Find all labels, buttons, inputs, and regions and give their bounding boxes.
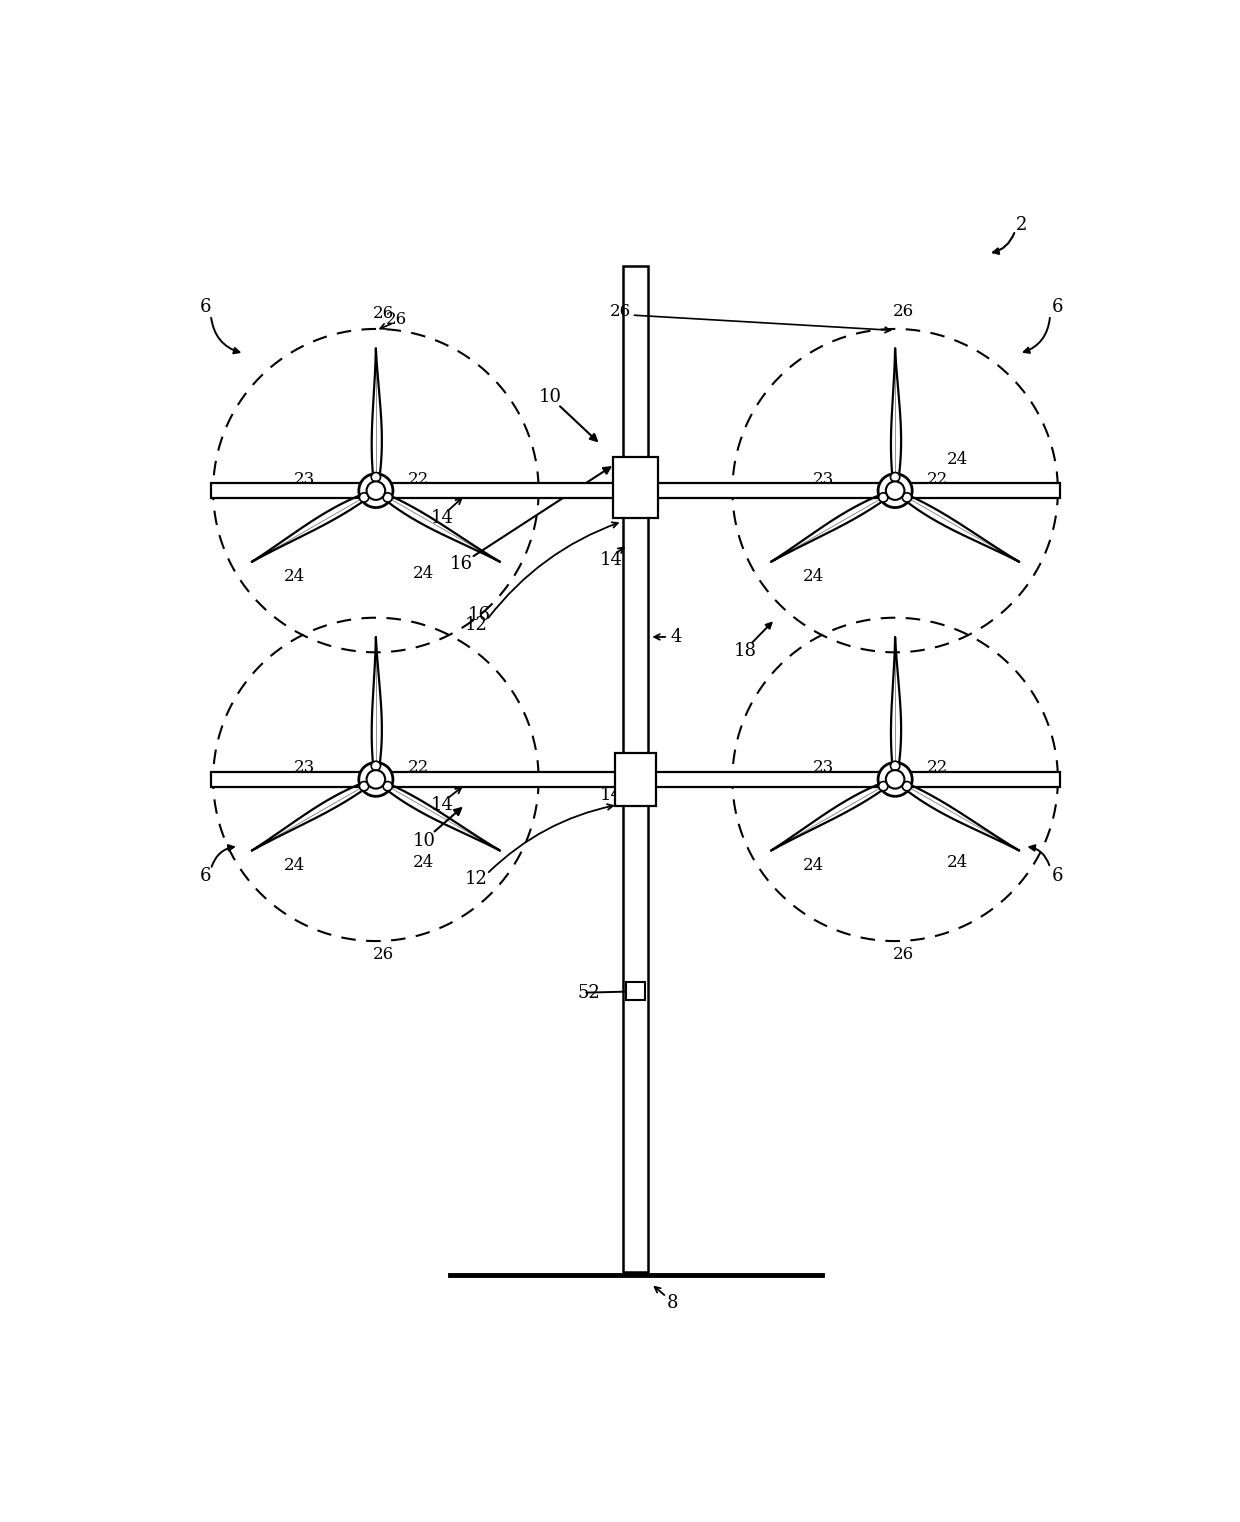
Polygon shape: [252, 490, 376, 562]
Circle shape: [890, 472, 900, 481]
Text: 18: 18: [734, 642, 758, 661]
Circle shape: [903, 493, 911, 502]
Polygon shape: [771, 490, 895, 562]
Circle shape: [358, 473, 393, 507]
Circle shape: [358, 763, 393, 796]
Text: 23: 23: [813, 759, 835, 776]
Text: 24: 24: [284, 568, 305, 586]
Text: 23: 23: [294, 470, 315, 487]
Text: 24: 24: [413, 854, 434, 871]
Text: 12: 12: [465, 616, 489, 635]
Text: 26: 26: [893, 303, 914, 321]
Text: 14: 14: [599, 785, 622, 804]
Bar: [211, 482, 1060, 498]
Circle shape: [360, 493, 368, 502]
Polygon shape: [895, 779, 1019, 851]
Bar: [624, 266, 647, 1272]
Text: 24: 24: [284, 857, 305, 874]
Circle shape: [371, 472, 381, 481]
Text: 24: 24: [946, 452, 967, 469]
Text: 14: 14: [430, 796, 453, 814]
Polygon shape: [376, 779, 500, 851]
Text: 10: 10: [413, 833, 435, 849]
Text: 10: 10: [538, 388, 562, 406]
Bar: [613, 457, 658, 519]
Text: 22: 22: [408, 470, 429, 487]
Bar: [211, 772, 1060, 787]
Text: 6: 6: [1052, 866, 1064, 884]
Circle shape: [383, 493, 392, 502]
Polygon shape: [890, 636, 901, 779]
Circle shape: [903, 781, 911, 791]
Polygon shape: [376, 490, 500, 562]
Bar: [615, 753, 656, 805]
Text: 22: 22: [408, 759, 429, 776]
Text: 23: 23: [294, 759, 315, 776]
Text: 16: 16: [467, 606, 491, 624]
Text: 26: 26: [373, 304, 394, 323]
Text: 8: 8: [667, 1294, 678, 1312]
Polygon shape: [372, 636, 382, 779]
Text: 6: 6: [200, 298, 211, 317]
Text: 24: 24: [804, 857, 825, 874]
Circle shape: [367, 481, 386, 499]
Circle shape: [879, 781, 888, 791]
Text: 26: 26: [386, 310, 408, 329]
Text: 26: 26: [373, 947, 394, 963]
Polygon shape: [890, 349, 901, 490]
Text: 23: 23: [813, 470, 835, 487]
Text: 22: 22: [928, 759, 949, 776]
Polygon shape: [771, 779, 895, 851]
Text: 16: 16: [450, 556, 472, 572]
Circle shape: [360, 781, 368, 791]
Polygon shape: [895, 490, 1019, 562]
Circle shape: [885, 770, 904, 788]
Circle shape: [890, 761, 900, 770]
Circle shape: [878, 763, 913, 796]
Text: 24: 24: [804, 568, 825, 586]
Polygon shape: [372, 349, 382, 490]
Circle shape: [878, 473, 913, 507]
Text: 6: 6: [1052, 298, 1064, 317]
Text: 14: 14: [430, 508, 453, 527]
Text: 26: 26: [609, 303, 631, 321]
Circle shape: [879, 493, 888, 502]
Text: 4: 4: [670, 629, 682, 645]
Bar: [626, 982, 645, 1000]
Circle shape: [367, 770, 386, 788]
Text: 12: 12: [465, 871, 489, 889]
Text: 14: 14: [599, 551, 622, 569]
Text: 24: 24: [413, 565, 434, 583]
Text: 2: 2: [1016, 216, 1027, 234]
Polygon shape: [252, 779, 376, 851]
Circle shape: [383, 781, 392, 791]
Text: 22: 22: [928, 470, 949, 487]
Circle shape: [371, 761, 381, 770]
Circle shape: [885, 481, 904, 499]
Text: 6: 6: [200, 866, 211, 884]
Text: 52: 52: [578, 983, 600, 1001]
Text: 24: 24: [946, 854, 967, 871]
Text: 26: 26: [893, 947, 914, 963]
